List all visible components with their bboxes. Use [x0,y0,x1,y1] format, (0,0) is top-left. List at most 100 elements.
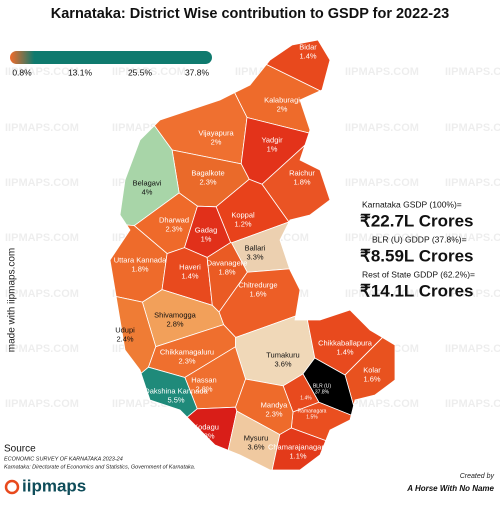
district-name: Mysuru [244,433,269,442]
watermark: IIPMAPS.COM [345,232,419,244]
district-value: 1.4% [299,51,316,60]
watermark: IIPMAPS.COM [345,398,419,410]
summary-value: ₹8.59L Crores [360,246,474,265]
district-value: 1% [267,144,278,153]
district-name: Tumakuru [266,350,299,359]
watermark: IIPMAPS.COM [5,288,79,300]
logo-icon [4,479,20,495]
legend-label: 37.8% [185,67,210,77]
district-value: 2% [211,137,222,146]
legend-label: 25.5% [128,67,153,77]
district-name: Ballari [245,243,266,252]
district-name: Davanagere [207,258,248,267]
district-value: 5.5% [167,395,184,404]
district-value: 1.6% [363,374,380,383]
district-value: 37.8% [315,389,330,395]
watermark: IIPMAPS.COM [5,232,79,244]
district-value: 1.4% [181,271,198,280]
district-name: Dakshina Kannada [144,386,208,395]
watermark: IIPMAPS.COM [345,288,419,300]
source-heading: Source [4,444,36,455]
district-name: Kalaburagi [264,95,300,104]
district-value: 1.8% [218,267,235,276]
watermark: IIPMAPS.COM [445,122,500,134]
district-name: Chamarajanagara [268,442,329,451]
summary-value: ₹22.7L Crores [360,211,474,230]
district-value: 2.4% [116,334,133,343]
district-value: 3.6% [274,359,291,368]
district-name: Vijayapura [198,128,234,137]
district-value: 3.3% [246,252,263,261]
watermark: IIPMAPS.COM [345,122,419,134]
district-value: 1.2% [234,219,251,228]
district-name: Bagalkote [191,168,224,177]
watermark: IIPMAPS.COM [112,66,186,78]
district-name: Shivamogga [154,310,197,319]
district-name: BLR (U) [313,383,331,389]
district [140,366,198,418]
district-name: Yadgir [261,135,283,144]
district [271,427,327,471]
district-name: Dharwad [159,215,189,224]
district-value: 1.8% [131,264,148,273]
watermark: IIPMAPS.COM [445,343,500,355]
watermark: IIPMAPS.COM [5,398,79,410]
district-value: 1% [201,234,212,243]
district-value: 1.5% [306,414,318,420]
district-value: 2.3% [178,356,195,365]
district-value: 0.8% [197,431,214,440]
legend-label: 0.8% [12,67,32,77]
legend-label: 13.1% [68,67,93,77]
district-name: Mandya [261,400,289,409]
logo: iipmaps [22,476,86,495]
district-name: Uttara Kannada [114,255,167,264]
source-line: ECONOMIC SURVEY OF KARNATAKA 2023-24 [4,456,123,462]
watermark: IIPMAPS.COM [445,66,500,78]
map [109,39,396,471]
district-name: Kodagu [193,422,219,431]
district-name: Raichur [289,168,315,177]
watermark: IIPMAPS.COM [345,177,419,189]
summary-label: Rest of State GDDP (62.2%)= [362,269,475,279]
summary-label: BLR (U) GDDP (37.8%)= [372,234,467,244]
district-name: Hassan [191,375,216,384]
district-value: 3.6% [247,442,264,451]
district [265,39,331,92]
watermark: IIPMAPS.COM [5,177,79,189]
watermark: IIPMAPS.COM [445,232,500,244]
district-name: Kolar [363,365,381,374]
district-name: Belagavi [133,178,162,187]
watermark: IIPMAPS.COM [5,66,79,78]
side-text: made with iipmaps.com [7,248,18,352]
watermark: IIPMAPS.COM [445,398,500,410]
district-value: 2.3% [265,409,282,418]
district-value: 1.4% [336,347,353,356]
district-value: 2.3% [165,224,182,233]
district-name: Bidar [299,42,317,51]
credit-name: A Horse With No Name [406,484,494,493]
district-name: Chikkaballapura [318,338,373,347]
watermark: IIPMAPS.COM [345,66,419,78]
credit-label: Created by [460,473,495,480]
district [186,406,238,451]
legend-bar [10,51,212,64]
watermark: IIPMAPS.COM [445,177,500,189]
watermark: IIPMAPS.COM [5,343,79,355]
district-name: Gadag [195,225,218,234]
summary: Karnataka GSDP (100%)= ₹22.7L Crores BLR (… [360,199,475,300]
district-name: Koppal [231,210,255,219]
district-value: 2.8% [166,319,183,328]
legend-labels: 0.8% 13.1% 25.5% 37.8% [12,67,209,77]
district-value: 2.3% [195,384,212,393]
watermark: IIPMAPS.COM [5,122,79,134]
district-name: Chitredurge [238,280,277,289]
title: Karnataka: District Wise contribution to… [51,6,449,22]
district-name: Ramanagara [298,408,327,414]
watermark: IIPMAPS.COM [445,288,500,300]
source-line: Karnataka: Directorate of Economics and … [4,464,195,470]
district-name: Udupi [115,325,135,334]
summary-value: ₹14.1L Crores [360,281,474,300]
district-value: 4% [142,187,153,196]
